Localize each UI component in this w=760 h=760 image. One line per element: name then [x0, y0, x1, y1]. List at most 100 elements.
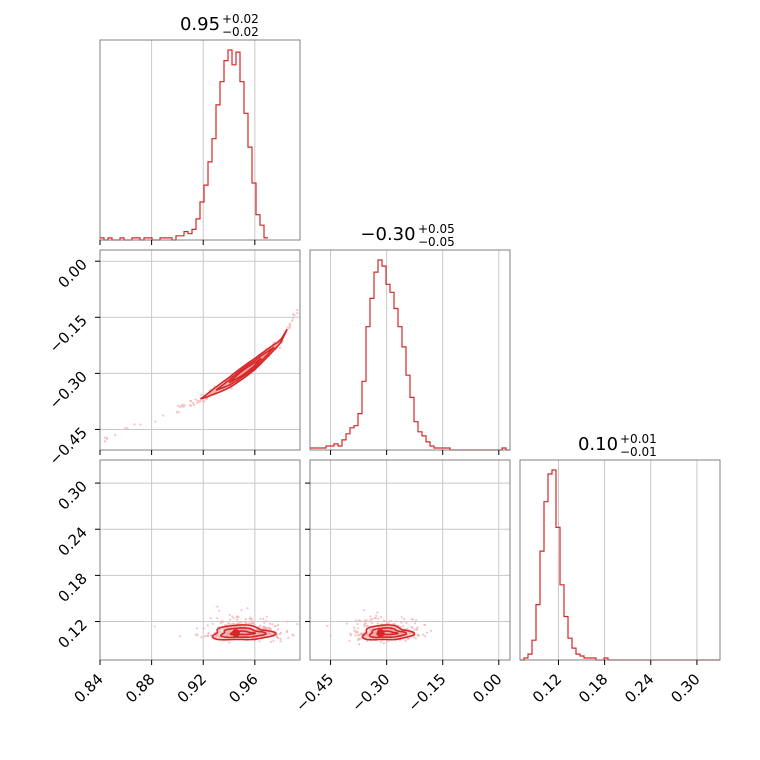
sample-point: [329, 634, 332, 637]
sample-point: [195, 627, 199, 630]
sample-point: [179, 635, 182, 638]
sample-point: [364, 622, 367, 625]
sample-point: [291, 633, 294, 636]
sample-point: [290, 319, 294, 323]
sample-point: [374, 614, 378, 617]
sample-point: [279, 640, 282, 643]
tick-label-x: −0.15: [404, 670, 449, 715]
histogram-bin: [390, 292, 394, 450]
sample-point: [395, 626, 398, 630]
sample-point: [356, 622, 359, 626]
sample-point: [236, 622, 239, 625]
title-param-1-plus: +0.05: [418, 222, 455, 236]
sample-point: [221, 621, 225, 624]
sample-point: [386, 622, 389, 625]
sample-point: [287, 636, 290, 640]
title-param-1-minus: −0.05: [418, 235, 455, 249]
sample-point: [285, 620, 289, 623]
sample-point: [405, 621, 408, 624]
sample-point: [209, 634, 213, 637]
sample-point: [276, 628, 280, 631]
sample-point: [268, 627, 271, 630]
sample-point: [229, 623, 233, 626]
sample-point: [403, 617, 406, 621]
sample-point: [232, 616, 235, 620]
sample-point: [191, 401, 195, 405]
sample-point: [382, 642, 385, 645]
sample-point: [288, 325, 292, 328]
sample-point: [377, 617, 380, 620]
sample-point: [365, 619, 368, 622]
sample-point: [288, 322, 291, 325]
sample-point: [368, 628, 371, 631]
sample-point: [400, 621, 403, 624]
sample-point: [177, 410, 180, 414]
sample-point: [265, 619, 268, 622]
sample-point: [248, 622, 251, 625]
sample-point: [296, 623, 299, 626]
sample-point: [240, 621, 243, 624]
sample-point: [245, 622, 248, 625]
sample-point: [414, 637, 417, 640]
title-param-1: −0.30: [360, 224, 415, 245]
sample-point: [279, 631, 282, 634]
sample-point: [369, 615, 372, 618]
contour-panel-p1-p2: [305, 459, 511, 665]
sample-point: [412, 636, 415, 639]
sample-point: [202, 400, 206, 403]
sample-point: [236, 618, 239, 621]
sample-point: [362, 608, 366, 612]
sample-point: [395, 620, 398, 623]
sample-point: [189, 404, 193, 407]
sample-point: [175, 411, 179, 414]
sample-point: [386, 640, 389, 643]
tick-label-y: −0.30: [46, 367, 91, 412]
sample-point: [369, 618, 372, 621]
sample-point: [228, 618, 232, 621]
sample-point: [358, 619, 361, 622]
sample-point: [368, 620, 371, 623]
sample-point: [105, 437, 109, 440]
sample-point: [371, 618, 374, 621]
tick-label-x: 0.24: [621, 670, 657, 706]
histogram-bin: [224, 61, 228, 240]
sample-point: [326, 624, 329, 628]
sample-point: [354, 634, 357, 637]
sample-point: [238, 625, 242, 628]
sample-point: [206, 624, 209, 627]
sample-point: [423, 623, 426, 626]
sample-point: [205, 397, 208, 401]
sample-point: [196, 633, 199, 637]
tick-label-x: 0.30: [667, 670, 703, 706]
sample-point: [113, 433, 117, 437]
tick-label-x: 0.84: [70, 670, 106, 706]
sample-point: [263, 621, 266, 624]
sample-point: [219, 621, 222, 625]
sample-point: [276, 636, 280, 640]
sample-point: [286, 629, 289, 632]
title-param-0-plus: +0.02: [222, 12, 259, 26]
sample-point: [369, 630, 372, 633]
sample-point: [269, 640, 272, 643]
sample-point: [268, 632, 271, 636]
panel-frame: [309, 459, 511, 661]
sample-point: [348, 639, 351, 642]
sample-point: [226, 626, 230, 629]
tick-label-y: 0.24: [54, 523, 90, 559]
sample-point: [202, 627, 205, 630]
sample-point: [189, 399, 193, 403]
sample-point: [345, 622, 348, 625]
sample-point: [228, 641, 231, 644]
panel-frame: [99, 39, 301, 241]
title-param-2-plus: +0.01: [620, 432, 657, 446]
sample-point: [199, 399, 202, 402]
sample-point: [133, 423, 136, 426]
histogram-panel-0: [99, 39, 301, 245]
sample-point: [382, 619, 385, 622]
scatter-panel-p0-p1: [95, 249, 301, 455]
sample-point: [353, 629, 356, 632]
sample-point: [387, 620, 391, 623]
tick-label-x: 0.88: [122, 670, 158, 706]
title-param-2-minus: −0.01: [620, 445, 657, 459]
sample-point: [357, 639, 360, 642]
